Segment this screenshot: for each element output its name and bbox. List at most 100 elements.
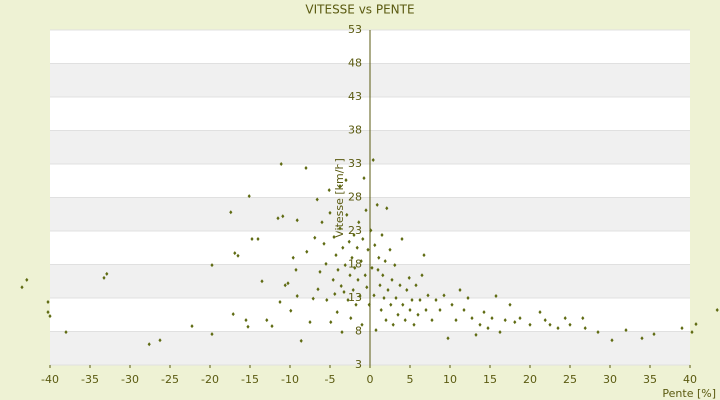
- point: [383, 259, 387, 264]
- point: [556, 326, 560, 331]
- y-tick-label: 48: [348, 57, 362, 70]
- y-tick-label: 33: [348, 157, 362, 170]
- point: [360, 322, 364, 327]
- point: [543, 318, 547, 323]
- point: [332, 235, 336, 240]
- point: [508, 302, 512, 307]
- point: [210, 332, 214, 337]
- point: [581, 316, 585, 321]
- point: [340, 330, 344, 335]
- x-tick-label: 5: [407, 373, 414, 386]
- x-tick-label: -10: [281, 373, 299, 386]
- point: [382, 296, 386, 300]
- chart-title: VITESSE vs PENTE: [305, 3, 414, 17]
- point: [343, 263, 347, 268]
- point: [231, 312, 235, 317]
- point: [446, 336, 450, 341]
- point: [384, 318, 388, 323]
- x-tick-label: 25: [563, 373, 577, 386]
- point: [338, 184, 342, 189]
- point: [462, 308, 466, 313]
- point: [291, 255, 295, 260]
- point: [346, 298, 350, 303]
- point: [690, 330, 694, 335]
- point: [48, 314, 52, 319]
- point: [190, 324, 194, 329]
- x-tick-label: 0: [367, 373, 374, 386]
- point: [424, 308, 428, 313]
- point: [342, 289, 346, 294]
- y-tick-label: 18: [348, 258, 362, 271]
- point: [20, 285, 24, 290]
- point: [389, 302, 393, 307]
- point: [295, 293, 299, 298]
- point: [286, 281, 290, 286]
- point: [680, 326, 684, 331]
- point: [331, 277, 335, 282]
- point: [478, 322, 482, 327]
- point: [256, 237, 260, 242]
- point: [454, 318, 458, 323]
- point: [349, 316, 353, 321]
- point: [401, 302, 405, 307]
- point: [352, 233, 356, 238]
- point: [250, 237, 254, 242]
- point: [281, 214, 285, 219]
- point: [367, 302, 371, 307]
- point: [356, 277, 360, 282]
- point: [328, 210, 332, 215]
- point: [236, 253, 240, 258]
- point: [369, 228, 373, 233]
- point: [147, 342, 151, 347]
- point: [322, 241, 326, 246]
- point: [345, 212, 349, 217]
- y-tick-label: 53: [348, 23, 362, 36]
- point: [458, 287, 462, 292]
- point: [381, 273, 385, 278]
- point: [362, 176, 366, 181]
- point: [385, 206, 389, 211]
- point: [260, 279, 264, 284]
- point: [640, 336, 644, 341]
- point: [652, 332, 656, 337]
- point: [279, 162, 283, 166]
- point: [486, 326, 490, 331]
- point: [64, 330, 68, 335]
- point: [304, 166, 308, 171]
- point: [341, 245, 345, 250]
- point: [353, 265, 357, 270]
- point: [363, 273, 367, 278]
- point: [490, 316, 494, 321]
- point: [366, 247, 370, 252]
- point: [357, 220, 361, 225]
- point: [430, 318, 434, 323]
- point: [308, 320, 312, 325]
- point: [403, 318, 407, 323]
- point: [438, 308, 442, 313]
- point: [289, 308, 293, 313]
- point: [418, 298, 422, 303]
- point: [354, 302, 358, 307]
- point: [348, 273, 352, 278]
- y-tick-label: 38: [348, 124, 362, 137]
- point: [474, 332, 478, 337]
- point: [386, 287, 390, 292]
- point: [315, 197, 319, 202]
- point: [102, 275, 106, 280]
- point: [624, 328, 628, 333]
- point: [25, 277, 29, 282]
- point: [408, 308, 412, 313]
- y-tick-label: 8: [355, 325, 362, 338]
- point: [394, 296, 398, 300]
- point: [46, 310, 50, 315]
- point: [233, 251, 237, 256]
- point: [338, 226, 342, 231]
- point: [344, 178, 348, 183]
- point: [351, 287, 355, 292]
- x-tick-label: 10: [443, 373, 457, 386]
- x-tick-label: -30: [121, 373, 139, 386]
- point: [327, 188, 331, 193]
- x-axis-label: Pente [%]: [662, 387, 716, 400]
- point: [347, 239, 351, 244]
